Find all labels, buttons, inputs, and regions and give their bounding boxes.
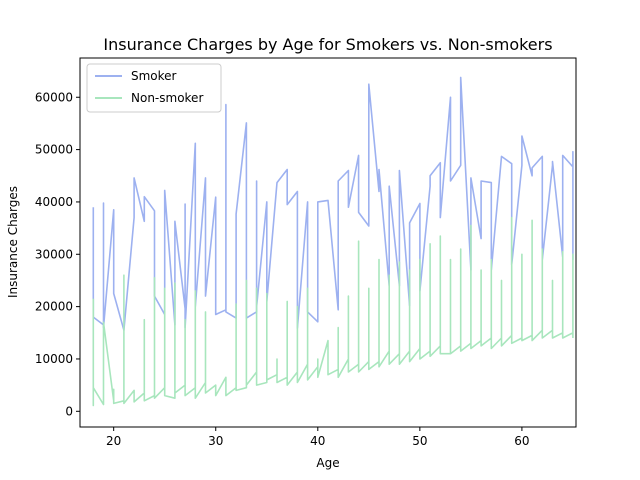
series-line-non-smoker — [92, 216, 574, 407]
y-tick-label: 10000 — [35, 352, 73, 366]
chart-title: Insurance Charges by Age for Smokers vs.… — [103, 35, 552, 54]
x-axis-label: Age — [316, 456, 339, 470]
x-tick-label: 50 — [412, 434, 427, 448]
x-tick-label: 40 — [310, 434, 325, 448]
y-tick-label: 40000 — [35, 195, 73, 209]
y-axis: 0 10000 20000 30000 40000 50000 60000 — [35, 90, 80, 418]
x-tick-label: 60 — [514, 434, 529, 448]
plot-area — [79, 57, 577, 428]
y-tick-label: 60000 — [35, 90, 73, 104]
x-axis: 20 30 40 50 60 — [106, 427, 530, 448]
legend-label-non-smoker: Non-smoker — [131, 91, 203, 105]
legend-label-smoker: Smoker — [131, 69, 177, 83]
series-layer — [92, 76, 574, 407]
axes-frame — [79, 57, 577, 428]
y-tick-label: 50000 — [35, 143, 73, 157]
x-tick-label: 30 — [208, 434, 223, 448]
y-axis-label: Insurance Charges — [6, 186, 20, 298]
legend: Smoker Non-smoker — [86, 63, 222, 113]
x-tick-label: 20 — [106, 434, 121, 448]
y-tick-label: 0 — [65, 404, 73, 418]
y-tick-label: 30000 — [35, 247, 73, 261]
y-tick-label: 20000 — [35, 300, 73, 314]
